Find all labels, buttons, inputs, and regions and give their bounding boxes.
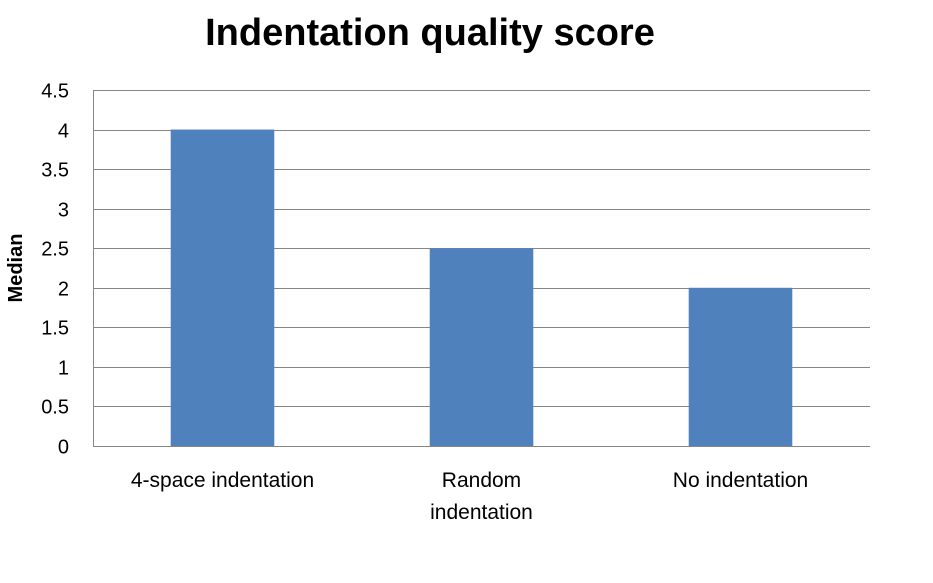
y-tick-label: 1	[58, 358, 69, 380]
y-tick-label: 4.5	[41, 81, 69, 103]
y-tick-label: 0.5	[41, 397, 69, 419]
y-tick-label: 3.5	[41, 160, 69, 182]
y-tick-label: 2	[58, 279, 69, 301]
y-tick-label: 0	[58, 437, 69, 459]
bar	[429, 248, 534, 446]
x-tick-label: 4-space indentation	[131, 469, 314, 492]
bar	[170, 129, 275, 447]
y-tick-label: 2.5	[41, 239, 69, 261]
y-tick-labels: 0 0.5 1 1.5 2 2.5 3 3.5 4 4.5	[41, 81, 69, 459]
y-axis-label: Median	[5, 234, 27, 303]
chart-title: Indentation quality score	[205, 12, 655, 54]
y-tick-label: 4	[58, 121, 69, 143]
axes	[93, 90, 870, 447]
y-tick-label: 3	[58, 200, 69, 222]
bar	[688, 287, 793, 446]
y-tick-label: 1.5	[41, 318, 69, 340]
x-tick-label: No indentation	[673, 469, 808, 492]
x-tick-label: Random indentation	[430, 469, 533, 524]
x-tick-labels: 4-space indentation Random indentation No i…	[131, 469, 808, 524]
bars	[170, 129, 793, 447]
